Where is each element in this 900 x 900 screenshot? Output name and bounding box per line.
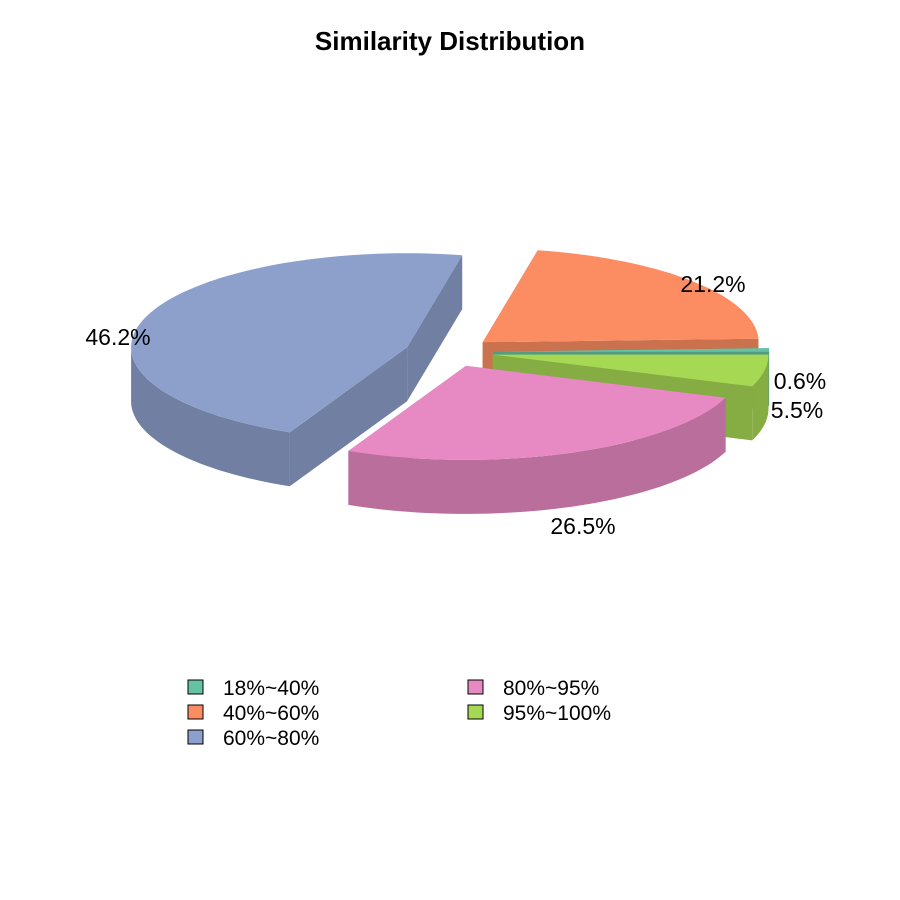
slice-top bbox=[348, 365, 726, 460]
slice-top bbox=[482, 250, 759, 343]
legend-swatch bbox=[467, 704, 484, 720]
slice-label-18-40: 0.6% bbox=[774, 368, 826, 394]
legend-label: 60%~80% bbox=[223, 727, 319, 750]
slice-labels: 0.6% 21.2% 46.2% 26.5% 5.5% bbox=[85, 271, 826, 539]
slice-top bbox=[492, 354, 769, 387]
slice-label-95-100: 5.5% bbox=[771, 397, 823, 423]
slice-rim bbox=[752, 354, 769, 441]
slice-wall bbox=[289, 347, 408, 487]
legend: 18%~40%40%~60%60%~80% 80%~95%95%~100% bbox=[187, 677, 611, 750]
legend-swatch bbox=[187, 679, 204, 695]
pie-slice-60-80 bbox=[131, 253, 463, 487]
legend-label: 95%~100% bbox=[503, 702, 611, 725]
slice-label-60-80: 46.2% bbox=[85, 324, 150, 350]
slice-wall bbox=[407, 255, 463, 402]
legend-label: 40%~60% bbox=[223, 702, 319, 725]
pie-slices bbox=[131, 250, 770, 514]
slice-rim bbox=[131, 347, 290, 487]
legend-item-80-95: 80%~95% bbox=[467, 677, 599, 700]
slice-label-80-95: 26.5% bbox=[550, 513, 615, 539]
legend-swatch bbox=[187, 729, 204, 745]
legend-item-18-40: 18%~40% bbox=[187, 677, 319, 700]
legend-item-60-80: 60%~80% bbox=[187, 727, 319, 750]
legend-item-40-60: 40%~60% bbox=[187, 702, 319, 725]
legend-item-95-100: 95%~100% bbox=[467, 702, 611, 725]
legend-label: 18%~40% bbox=[223, 677, 319, 700]
slice-top bbox=[131, 253, 463, 433]
legend-swatch bbox=[187, 704, 204, 720]
pie-slice-80-95 bbox=[348, 365, 726, 514]
slice-rim bbox=[348, 397, 726, 514]
legend-label: 80%~95% bbox=[503, 677, 599, 700]
legend-swatch bbox=[467, 679, 484, 695]
chart-title: Similarity Distribution bbox=[315, 26, 585, 56]
slice-label-40-60: 21.2% bbox=[680, 271, 745, 297]
slice-top bbox=[493, 348, 770, 352]
